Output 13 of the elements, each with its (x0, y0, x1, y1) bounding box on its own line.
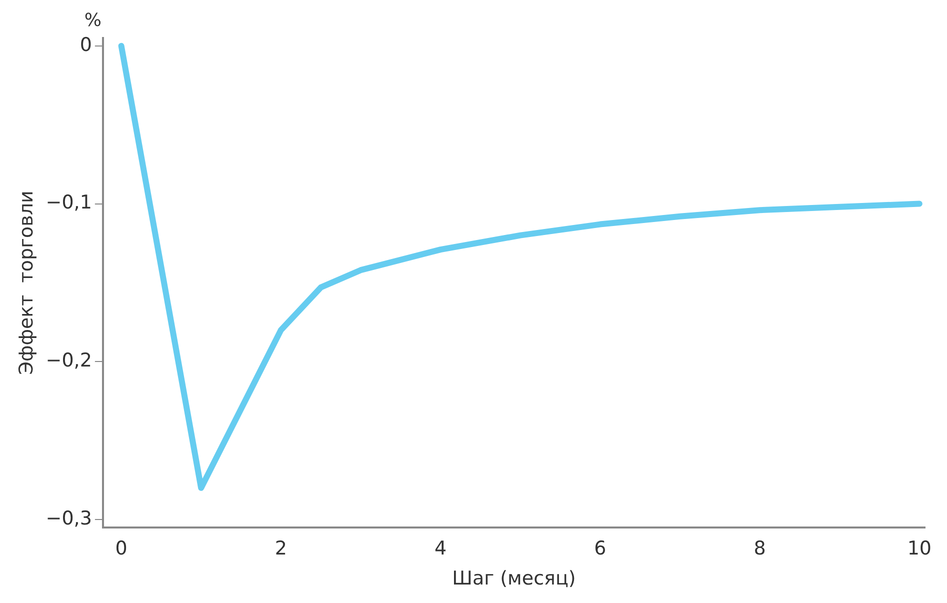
x-tick-label: 4 (434, 538, 447, 560)
y-tick-label: −0,1 (46, 192, 92, 214)
x-tick-label: 6 (594, 538, 606, 560)
x-axis-title: Шаг (месяц) (452, 568, 576, 590)
text: % (84, 10, 102, 31)
y-tick-label: −0,2 (46, 350, 92, 372)
x-tick-label: 0 (115, 538, 128, 560)
y-tick-label: −0,3 (46, 507, 92, 530)
y-axis-title: Эффект торговли (15, 190, 38, 375)
y-tick-label: 0 (80, 34, 92, 56)
x-tick-label: 2 (274, 538, 287, 560)
x-tick-label: 10 (907, 538, 932, 560)
x-tick-label: 8 (754, 538, 766, 560)
